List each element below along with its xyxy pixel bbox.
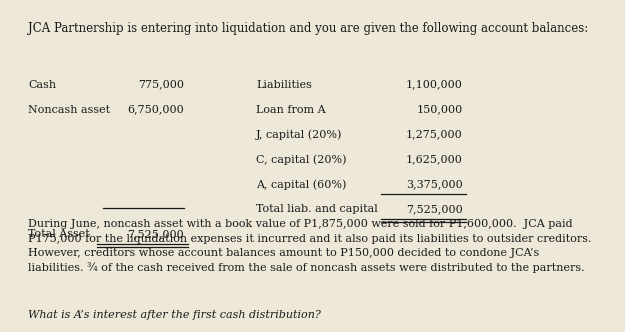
Text: 7,525,000: 7,525,000 (406, 204, 462, 214)
Text: Total liab. and capital: Total liab. and capital (256, 204, 378, 214)
Text: 1,100,000: 1,100,000 (406, 80, 462, 90)
Text: A, capital (60%): A, capital (60%) (256, 179, 347, 190)
Text: JCA Partnership is entering into liquidation and you are given the following acc: JCA Partnership is entering into liquida… (28, 22, 588, 35)
Text: Liabilities: Liabilities (256, 80, 312, 90)
Text: Total Asset: Total Asset (28, 229, 90, 239)
Text: Loan from A: Loan from A (256, 105, 326, 115)
Text: What is A’s interest after the first cash distribution?: What is A’s interest after the first cas… (28, 310, 321, 320)
Text: 1,275,000: 1,275,000 (406, 129, 462, 139)
Text: Noncash asset: Noncash asset (28, 105, 110, 115)
Text: 6,750,000: 6,750,000 (127, 105, 184, 115)
Text: C, capital (20%): C, capital (20%) (256, 154, 347, 165)
Text: 1,625,000: 1,625,000 (406, 154, 462, 164)
Text: 775,000: 775,000 (138, 80, 184, 90)
Text: J, capital (20%): J, capital (20%) (256, 129, 343, 140)
Text: During June, noncash asset with a book value of P1,875,000 were sold for P1,600,: During June, noncash asset with a book v… (28, 219, 592, 274)
Text: 150,000: 150,000 (416, 105, 462, 115)
Text: 3,375,000: 3,375,000 (406, 179, 462, 189)
Text: Cash: Cash (28, 80, 56, 90)
Text: 7,525,000: 7,525,000 (127, 229, 184, 239)
